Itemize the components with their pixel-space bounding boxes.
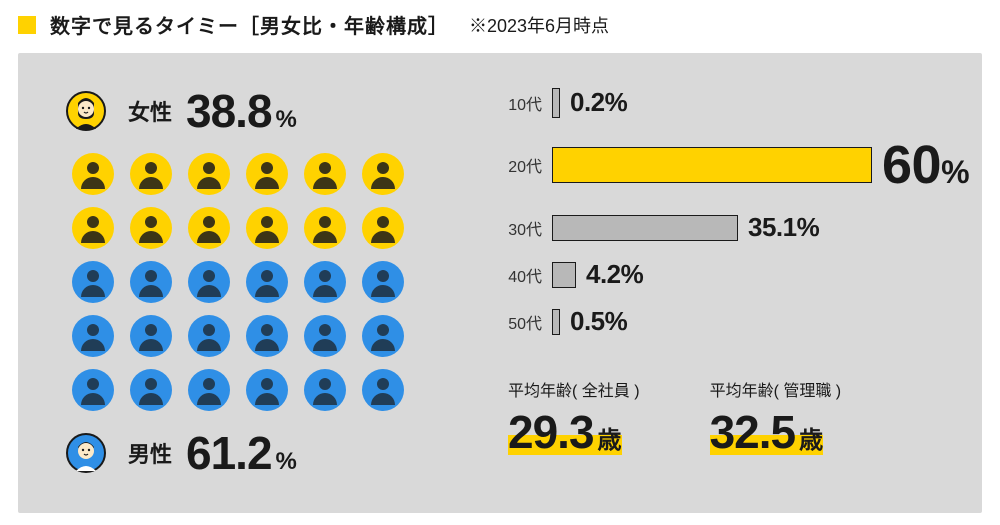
pictogram-male-icon [304,369,346,411]
gender-pictogram-grid [72,153,458,411]
age-section: 10代 0.2% 20代 60% 30代 35.1% 40代 4.2% 50代 0.5% 平均年齢… [498,83,969,485]
accent-square-icon [18,16,36,34]
pictogram-male-icon [188,261,230,303]
age-bar-chart: 10代 0.2% 20代 60% 30代 35.1% 40代 4.2% 50代 0.5% [498,87,969,337]
age-bar-row: 30代 35.1% [498,212,969,243]
pictogram-female-icon [304,153,346,195]
avg-all-block: 平均年齢( 全社員 ) 29.3歳 [508,377,640,459]
female-percent-unit: % [276,106,297,133]
pictogram-female-icon [362,153,404,195]
age-bar-percent: 4.2% [586,259,643,290]
pictogram-male-icon [72,369,114,411]
pictogram-male-icon [362,261,404,303]
content-panel: 女性 38.8% 男性 61.2% [18,53,982,513]
male-row: 男性 61.2% [58,425,458,481]
pictogram-male-icon [188,369,230,411]
age-bar-percent: 35.1% [748,212,819,243]
female-percent: 38.8 [186,85,272,137]
male-avatar-icon [58,425,114,481]
avg-all-label: 平均年齢( 全社員 ) [508,377,640,401]
age-bar-fill [552,262,576,288]
female-avatar-icon [58,83,114,139]
avg-manager-block: 平均年齢( 管理職 ) 32.5歳 [710,377,842,459]
age-bar-track [552,88,560,118]
pictogram-male-icon [72,315,114,357]
age-bar-row: 20代 60% [498,134,969,196]
age-bar-track [552,147,872,183]
pictogram-female-icon [130,153,172,195]
pictogram-female-icon [188,207,230,249]
pictogram-female-icon [130,207,172,249]
pictogram-male-icon [246,315,288,357]
pictogram-male-icon [362,369,404,411]
age-bar-row: 40代 4.2% [498,259,969,290]
age-bar-label: 50代 [498,310,542,334]
age-bar-track [552,262,576,288]
gender-section: 女性 38.8% 男性 61.2% [58,83,458,485]
pictogram-male-icon [72,261,114,303]
age-bar-fill [552,309,560,335]
pictogram-female-icon [304,207,346,249]
pictogram-male-icon [130,261,172,303]
page-subtitle: ※2023年6月時点 [469,12,609,38]
pictogram-male-icon [188,315,230,357]
pictogram-female-icon [246,207,288,249]
pictogram-male-icon [246,369,288,411]
pictogram-female-icon [72,207,114,249]
averages-section: 平均年齢( 全社員 ) 29.3歳 平均年齢( 管理職 ) 32.5歳 [498,377,969,459]
age-bar-label: 30代 [498,216,542,240]
avg-manager-unit: 歳 [799,427,823,454]
avg-manager-value: 32.5 [710,406,796,458]
age-bar-track [552,215,738,241]
pictogram-female-icon [188,153,230,195]
header: 数字で見るタイミー［男女比・年齢構成］ ※2023年6月時点 [0,0,1000,53]
age-bar-fill [552,215,738,241]
age-bar-fill [552,147,872,183]
avg-all-value: 29.3 [508,406,594,458]
age-bar-fill [552,88,560,118]
female-label: 女性 [128,95,172,127]
pictogram-male-icon [362,315,404,357]
age-bar-label: 20代 [498,153,542,177]
female-row: 女性 38.8% [58,83,458,139]
age-bar-track [552,309,560,335]
age-bar-label: 10代 [498,91,542,115]
pictogram-male-icon [130,369,172,411]
pictogram-male-icon [304,261,346,303]
pictogram-male-icon [130,315,172,357]
age-bar-label: 40代 [498,263,542,287]
age-bar-percent: 0.2% [570,87,627,118]
pictogram-male-icon [304,315,346,357]
pictogram-female-icon [362,207,404,249]
avg-manager-label: 平均年齢( 管理職 ) [710,377,842,401]
male-percent: 61.2 [186,427,272,479]
page-title: 数字で見るタイミー［男女比・年齢構成］ [50,10,449,39]
age-bar-percent: 0.5% [570,306,627,337]
age-bar-percent: 60% [882,134,969,196]
pictogram-female-icon [246,153,288,195]
age-bar-row: 50代 0.5% [498,306,969,337]
pictogram-female-icon [72,153,114,195]
avg-all-unit: 歳 [598,427,622,454]
male-percent-unit: % [276,448,297,475]
age-bar-row: 10代 0.2% [498,87,969,118]
male-label: 男性 [128,437,172,469]
pictogram-male-icon [246,261,288,303]
